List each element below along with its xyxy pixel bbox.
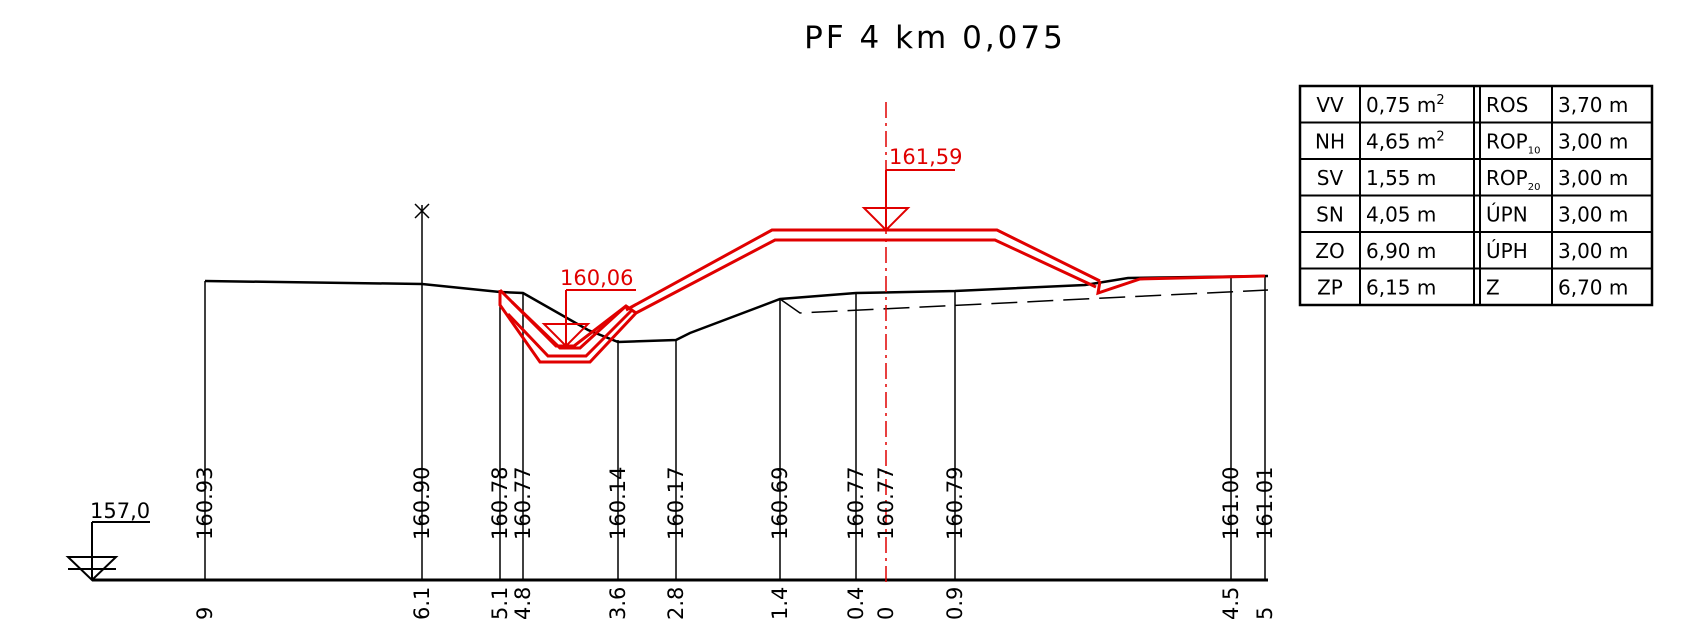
design-ditch xyxy=(498,288,639,364)
station-distance: 0 xyxy=(874,607,898,620)
station-distance: 4.8 xyxy=(511,587,535,620)
table-key: SV xyxy=(1317,166,1344,190)
table-key: ZP xyxy=(1317,276,1343,300)
station-drop-lines xyxy=(204,205,1266,580)
table-key: ROP10 xyxy=(1486,130,1540,157)
station-distance: 6.1 xyxy=(410,587,434,620)
station-distance: 1.4 xyxy=(768,587,792,620)
table-key: ÚPN xyxy=(1486,203,1528,227)
table-key: NH xyxy=(1315,130,1345,154)
datum-symbol xyxy=(65,521,150,582)
datum-label: 157,0 xyxy=(90,499,150,523)
ditch-level-marker xyxy=(541,289,636,348)
table-key: VV xyxy=(1316,93,1344,117)
station-elevation: 160.77 xyxy=(844,467,868,540)
profile-title: PF 4 km 0,075 xyxy=(804,20,1066,56)
table-value: 4,65 m2 xyxy=(1366,130,1445,154)
station-distance: 9 xyxy=(193,607,217,620)
design-embankment xyxy=(625,228,1266,315)
station-elevation: 160.69 xyxy=(768,467,792,540)
cross-marker xyxy=(414,203,430,219)
station-labels: 160.93 9 160.90 6.1 160.78 5.1 160.77 4.8 160.14… xyxy=(193,467,1277,620)
table-key: SN xyxy=(1316,203,1344,227)
top-level-label: 161,59 xyxy=(889,145,962,169)
station-distance: 0.4 xyxy=(844,587,868,620)
station-elevation: 160.79 xyxy=(943,467,967,540)
table-key: ROP20 xyxy=(1486,166,1540,193)
table-value: 1,55 m xyxy=(1366,166,1436,190)
station-elevation: 160.77 xyxy=(511,467,535,540)
table-value: 0,75 m2 xyxy=(1366,93,1445,117)
table-value: 6,90 m xyxy=(1366,239,1436,263)
parameters-table: VV 0,75 m2 ROS 3,70 m NH 4,65 m2 ROP10 3,00 m SV… xyxy=(1298,84,1654,307)
station-distance: 3.6 xyxy=(606,587,630,620)
station-elevation: 161.00 xyxy=(1219,467,1243,540)
ditch-level-label: 160,06 xyxy=(560,266,633,290)
station-elevation: 160.93 xyxy=(193,467,217,540)
station-elevation: 160.17 xyxy=(664,467,688,540)
table-value: 3,70 m xyxy=(1558,93,1628,117)
station-elevation: 161.01 xyxy=(1253,467,1277,540)
table-value: 4,05 m xyxy=(1366,203,1436,227)
table-value: 6,70 m xyxy=(1558,276,1628,300)
table-key: ROS xyxy=(1486,93,1528,117)
station-elevation: 160.14 xyxy=(606,467,630,540)
table-value: 6,15 m xyxy=(1366,276,1436,300)
table-key: ZO xyxy=(1315,239,1344,263)
station-distance: 2.8 xyxy=(664,587,688,620)
terrain-line xyxy=(204,274,1269,344)
top-level-marker xyxy=(861,169,955,232)
table-value: 3,00 m xyxy=(1558,130,1628,154)
station-elevation: 160.90 xyxy=(410,467,434,540)
table-key: Z xyxy=(1486,276,1500,300)
table-value: 3,00 m xyxy=(1558,239,1628,263)
table-value: 3,00 m xyxy=(1558,203,1628,227)
subsoil-line xyxy=(779,289,1269,314)
table-key: ÚPH xyxy=(1486,239,1528,263)
station-elevation: 160.78 xyxy=(488,467,512,540)
station-elevation: 160.77 xyxy=(874,467,898,540)
station-distance: 4.5 xyxy=(1219,587,1243,620)
station-distance: 5.1 xyxy=(488,587,512,620)
station-distance: 5 xyxy=(1253,607,1277,620)
table-value: 3,00 m xyxy=(1558,166,1628,190)
station-distance: 0.9 xyxy=(943,587,967,620)
